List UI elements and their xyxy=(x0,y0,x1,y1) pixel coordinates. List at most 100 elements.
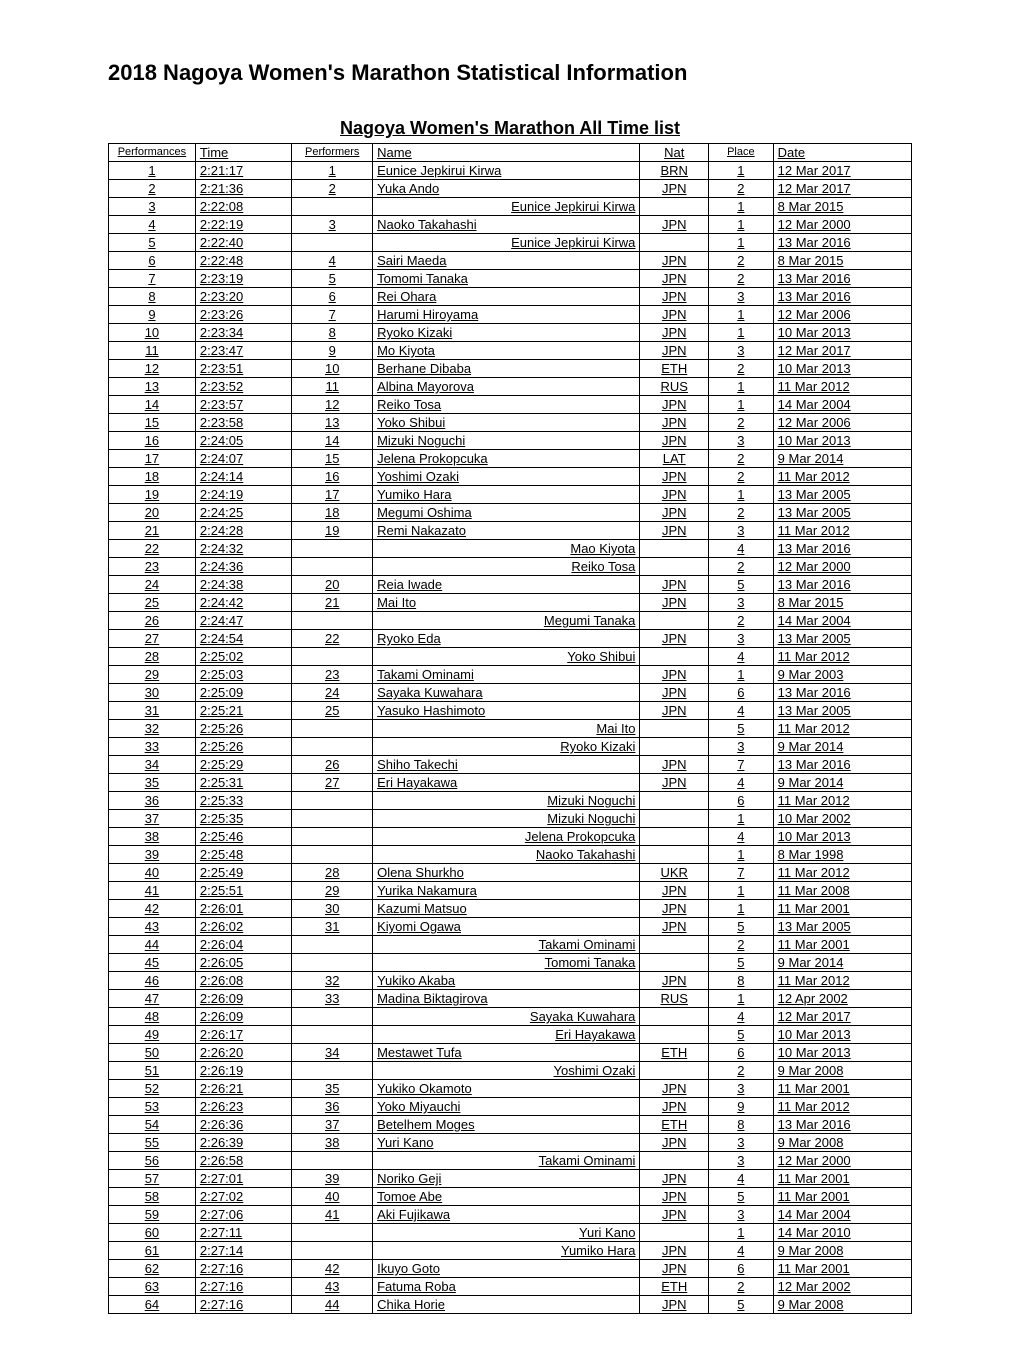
table-row: 502:26:2034Mestawet TufaETH610 Mar 2013 xyxy=(109,1044,912,1062)
cell-nat: JPN xyxy=(640,594,709,612)
cell-performers: 23 xyxy=(292,666,373,684)
page-title: 2018 Nagoya Women's Marathon Statistical… xyxy=(108,60,912,86)
cell-name: Kiyomi Ogawa xyxy=(373,918,640,936)
cell-perf: 9 xyxy=(109,306,196,324)
cell-time: 2:25:51 xyxy=(195,882,291,900)
cell-date: 9 Mar 2014 xyxy=(773,774,911,792)
cell-performers: 4 xyxy=(292,252,373,270)
cell-time: 2:24:14 xyxy=(195,468,291,486)
cell-performers xyxy=(292,720,373,738)
cell-date: 11 Mar 2001 xyxy=(773,900,911,918)
cell-date: 10 Mar 2013 xyxy=(773,1026,911,1044)
cell-time: 2:27:06 xyxy=(195,1206,291,1224)
cell-performers xyxy=(292,936,373,954)
cell-name: Mo Kiyota xyxy=(373,342,640,360)
cell-place: 4 xyxy=(709,1170,774,1188)
cell-performers xyxy=(292,828,373,846)
cell-date: 11 Mar 2008 xyxy=(773,882,911,900)
cell-time: 2:27:11 xyxy=(195,1224,291,1242)
cell-date: 14 Mar 2004 xyxy=(773,396,911,414)
cell-name: Tomomi Tanaka xyxy=(373,270,640,288)
cell-date: 8 Mar 1998 xyxy=(773,846,911,864)
cell-date: 8 Mar 2015 xyxy=(773,252,911,270)
table-row: 422:26:0130Kazumi MatsuoJPN111 Mar 2001 xyxy=(109,900,912,918)
cell-date: 9 Mar 2014 xyxy=(773,450,911,468)
cell-nat xyxy=(640,1224,709,1242)
cell-time: 2:26:17 xyxy=(195,1026,291,1044)
cell-time: 2:26:09 xyxy=(195,1008,291,1026)
table-row: 162:24:0514Mizuki NoguchiJPN310 Mar 2013 xyxy=(109,432,912,450)
cell-date: 12 Mar 2000 xyxy=(773,558,911,576)
cell-time: 2:24:07 xyxy=(195,450,291,468)
cell-date: 12 Mar 2000 xyxy=(773,216,911,234)
cell-nat: RUS xyxy=(640,990,709,1008)
cell-date: 9 Mar 2008 xyxy=(773,1296,911,1314)
cell-performers: 26 xyxy=(292,756,373,774)
cell-place: 1 xyxy=(709,216,774,234)
cell-name: Sairi Maeda xyxy=(373,252,640,270)
cell-perf: 18 xyxy=(109,468,196,486)
cell-time: 2:23:51 xyxy=(195,360,291,378)
cell-perf: 8 xyxy=(109,288,196,306)
cell-time: 2:27:16 xyxy=(195,1260,291,1278)
table-row: 532:26:2336Yoko MiyauchiJPN911 Mar 2012 xyxy=(109,1098,912,1116)
cell-performers: 42 xyxy=(292,1260,373,1278)
cell-performers xyxy=(292,954,373,972)
cell-date: 10 Mar 2013 xyxy=(773,324,911,342)
cell-date: 10 Mar 2013 xyxy=(773,432,911,450)
cell-name: Mizuki Noguchi xyxy=(373,792,640,810)
cell-performers: 19 xyxy=(292,522,373,540)
table-row: 342:25:2926Shiho TakechiJPN713 Mar 2016 xyxy=(109,756,912,774)
cell-perf: 48 xyxy=(109,1008,196,1026)
cell-perf: 10 xyxy=(109,324,196,342)
cell-performers xyxy=(292,846,373,864)
cell-perf: 55 xyxy=(109,1134,196,1152)
cell-perf: 23 xyxy=(109,558,196,576)
col-name: Name xyxy=(373,144,640,162)
cell-name: Reiko Tosa xyxy=(373,558,640,576)
all-time-list-table: Performances Time Performers Name Nat Pl… xyxy=(108,143,912,1314)
cell-time: 2:23:47 xyxy=(195,342,291,360)
cell-performers: 28 xyxy=(292,864,373,882)
cell-perf: 34 xyxy=(109,756,196,774)
cell-name: Yukiko Akaba xyxy=(373,972,640,990)
table-row: 312:25:2125Yasuko HashimotoJPN413 Mar 20… xyxy=(109,702,912,720)
cell-place: 4 xyxy=(709,540,774,558)
cell-perf: 51 xyxy=(109,1062,196,1080)
cell-time: 2:27:14 xyxy=(195,1242,291,1260)
cell-place: 5 xyxy=(709,918,774,936)
cell-perf: 13 xyxy=(109,378,196,396)
cell-name: Takami Ominami xyxy=(373,666,640,684)
cell-name: Albina Mayorova xyxy=(373,378,640,396)
table-row: 632:27:1643Fatuma RobaETH212 Mar 2002 xyxy=(109,1278,912,1296)
table-row: 142:23:5712Reiko TosaJPN114 Mar 2004 xyxy=(109,396,912,414)
cell-place: 1 xyxy=(709,990,774,1008)
cell-perf: 33 xyxy=(109,738,196,756)
cell-time: 2:26:21 xyxy=(195,1080,291,1098)
cell-nat: JPN xyxy=(640,1296,709,1314)
cell-name: Jelena Prokopcuka xyxy=(373,828,640,846)
cell-place: 5 xyxy=(709,1188,774,1206)
cell-date: 11 Mar 2012 xyxy=(773,378,911,396)
cell-nat: ETH xyxy=(640,1278,709,1296)
cell-name: Mizuki Noguchi xyxy=(373,432,640,450)
cell-name: Harumi Hiroyama xyxy=(373,306,640,324)
cell-perf: 64 xyxy=(109,1296,196,1314)
cell-name: Ryoko Eda xyxy=(373,630,640,648)
cell-place: 2 xyxy=(709,414,774,432)
cell-perf: 1 xyxy=(109,162,196,180)
cell-perf: 19 xyxy=(109,486,196,504)
cell-nat xyxy=(640,810,709,828)
cell-place: 4 xyxy=(709,774,774,792)
cell-time: 2:23:58 xyxy=(195,414,291,432)
cell-name: Eunice Jepkirui Kirwa xyxy=(373,162,640,180)
cell-nat xyxy=(640,792,709,810)
cell-date: 9 Mar 2008 xyxy=(773,1242,911,1260)
cell-nat: JPN xyxy=(640,270,709,288)
cell-perf: 29 xyxy=(109,666,196,684)
cell-date: 11 Mar 2001 xyxy=(773,1188,911,1206)
cell-name: Sayaka Kuwahara xyxy=(373,684,640,702)
cell-perf: 49 xyxy=(109,1026,196,1044)
cell-nat: JPN xyxy=(640,1098,709,1116)
cell-performers xyxy=(292,738,373,756)
